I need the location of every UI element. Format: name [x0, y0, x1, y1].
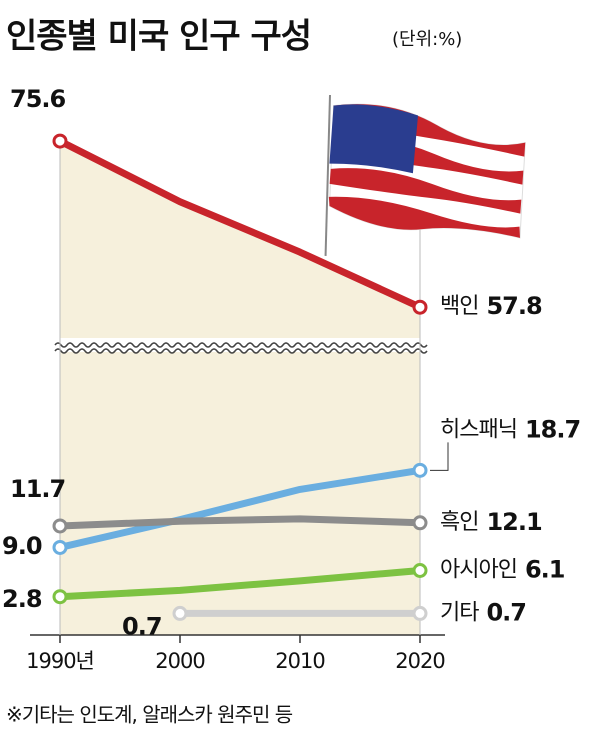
footnote: ※기타는 인도계, 알래스카 원주민 등 — [6, 703, 293, 727]
chart-title: 인종별 미국 인구 구성 — [6, 17, 311, 57]
flag — [324, 94, 526, 256]
value-label: 6.1 — [525, 556, 565, 584]
axis-break-wave — [54, 342, 428, 348]
value-label: 75.6 — [10, 85, 66, 113]
point — [412, 563, 428, 579]
x-tick-label: 2000 — [155, 649, 204, 673]
plot: 1990년 2000 2010 2020 75.6 백인 57.8 9.0 히스패닉 18.7 11… — [2, 85, 581, 673]
value-label: 2.8 — [2, 585, 42, 613]
point — [52, 518, 68, 534]
point — [412, 299, 428, 315]
value-label: 9.0 — [2, 532, 42, 560]
value-label: 18.7 — [525, 415, 580, 443]
value-label: 57.8 — [486, 292, 542, 320]
point — [52, 133, 68, 149]
value-label: 0.7 — [122, 612, 162, 640]
series-line — [59, 567, 421, 601]
point — [172, 605, 188, 621]
unit-label: (단위:%) — [392, 29, 462, 50]
x-tick-label: 2010 — [275, 649, 324, 673]
series-name: 아시아인 — [440, 558, 517, 583]
value-label: 0.7 — [486, 598, 526, 626]
series-name: 기타 — [440, 600, 479, 625]
value-label: 12.1 — [486, 508, 542, 536]
point — [52, 539, 68, 555]
series-name: 히스패닉 — [440, 417, 517, 442]
series-line — [59, 466, 421, 551]
x-tick-label: 1990년 — [26, 649, 94, 673]
point — [52, 589, 68, 605]
x-tick-label: 2020 — [395, 649, 444, 673]
area — [60, 141, 420, 636]
point — [412, 515, 428, 531]
value-label: 11.7 — [10, 475, 65, 503]
series-name: 백인 — [440, 294, 478, 319]
leader — [430, 442, 449, 471]
series-line — [58, 137, 422, 311]
point — [412, 462, 428, 478]
axis-break-wave — [54, 348, 428, 354]
series-name: 흑인 — [440, 510, 478, 535]
series-line — [59, 515, 421, 530]
point — [412, 605, 428, 621]
